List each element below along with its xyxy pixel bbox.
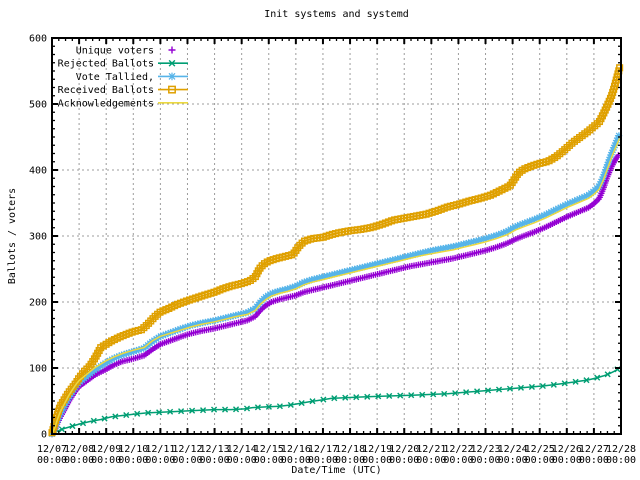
svg-text:00:00: 00:00 xyxy=(443,455,473,466)
svg-text:00:00: 00:00 xyxy=(606,455,636,466)
svg-text:600: 600 xyxy=(29,34,47,45)
svg-text:12/24: 12/24 xyxy=(498,444,528,455)
svg-text:Unique voters: Unique voters xyxy=(76,46,154,57)
svg-text:00:00: 00:00 xyxy=(308,455,338,466)
svg-text:300: 300 xyxy=(29,232,47,243)
svg-text:00:00: 00:00 xyxy=(470,455,500,466)
svg-text:100: 100 xyxy=(29,364,47,375)
svg-text:400: 400 xyxy=(29,166,47,177)
svg-text:12/17: 12/17 xyxy=(308,444,338,455)
svg-text:00:00: 00:00 xyxy=(579,455,609,466)
svg-text:12/19: 12/19 xyxy=(362,444,392,455)
series-rejected-ballots xyxy=(48,366,621,438)
svg-text:Rejected Ballots: Rejected Ballots xyxy=(58,59,154,70)
svg-text:12/28: 12/28 xyxy=(606,444,636,455)
svg-text:00:00: 00:00 xyxy=(227,455,257,466)
svg-text:00:00: 00:00 xyxy=(525,455,555,466)
svg-text:12/20: 12/20 xyxy=(389,444,419,455)
svg-text:12/21: 12/21 xyxy=(416,444,446,455)
svg-text:12/13: 12/13 xyxy=(200,444,230,455)
svg-text:00:00: 00:00 xyxy=(416,455,446,466)
axes-frame xyxy=(51,37,622,435)
series-acknowledgements xyxy=(51,138,621,435)
svg-text:00:00: 00:00 xyxy=(200,455,230,466)
svg-text:00:00: 00:00 xyxy=(254,455,284,466)
svg-text:00:00: 00:00 xyxy=(172,455,202,466)
svg-text:00:00: 00:00 xyxy=(91,455,121,466)
svg-text:00:00: 00:00 xyxy=(552,455,582,466)
svg-text:12/18: 12/18 xyxy=(335,444,365,455)
svg-text:00:00: 00:00 xyxy=(145,455,175,466)
svg-text:00:00: 00:00 xyxy=(362,455,392,466)
svg-text:12/27: 12/27 xyxy=(579,444,609,455)
svg-text:00:00: 00:00 xyxy=(335,455,365,466)
series-unique-voters xyxy=(48,152,622,438)
gridlines xyxy=(52,38,621,434)
svg-text:12/11: 12/11 xyxy=(145,444,175,455)
svg-text:12/09: 12/09 xyxy=(91,444,121,455)
svg-text:Received Ballots: Received Ballots xyxy=(58,85,154,96)
svg-text:0: 0 xyxy=(41,430,47,441)
svg-text:12/16: 12/16 xyxy=(281,444,311,455)
y-axis-label: Ballots / voters xyxy=(7,187,18,285)
chart-title: Init systems and systemd xyxy=(264,9,409,20)
x-axis-label: Date/Time (UTC) xyxy=(291,465,382,476)
svg-text:12/15: 12/15 xyxy=(254,444,284,455)
svg-text:12/12: 12/12 xyxy=(172,444,202,455)
svg-text:12/10: 12/10 xyxy=(118,444,148,455)
svg-text:12/14: 12/14 xyxy=(227,444,257,455)
tick-labels: 12/0700:0012/0800:0012/0900:0012/1000:00… xyxy=(29,34,636,467)
legend: Unique voters Rejected Ballots Vote Tallie… xyxy=(58,46,188,109)
svg-text:00:00: 00:00 xyxy=(64,455,94,466)
svg-text:00:00: 00:00 xyxy=(37,455,67,466)
svg-text:00:00: 00:00 xyxy=(118,455,148,466)
svg-text:12/22: 12/22 xyxy=(443,444,473,455)
svg-text:12/07: 12/07 xyxy=(37,444,67,455)
svg-text:12/08: 12/08 xyxy=(64,444,94,455)
svg-text:12/25: 12/25 xyxy=(525,444,555,455)
svg-text:12/23: 12/23 xyxy=(470,444,500,455)
svg-text:500: 500 xyxy=(29,100,47,111)
svg-text:00:00: 00:00 xyxy=(498,455,528,466)
series-received-ballots xyxy=(48,64,624,437)
svg-text:Vote Tallied,: Vote Tallied, xyxy=(76,72,154,83)
svg-text:200: 200 xyxy=(29,298,47,309)
svg-text:12/26: 12/26 xyxy=(552,444,582,455)
svg-text:00:00: 00:00 xyxy=(281,455,311,466)
svg-text:Acknowledgements: Acknowledgements xyxy=(58,98,154,109)
svg-text:00:00: 00:00 xyxy=(389,455,419,466)
